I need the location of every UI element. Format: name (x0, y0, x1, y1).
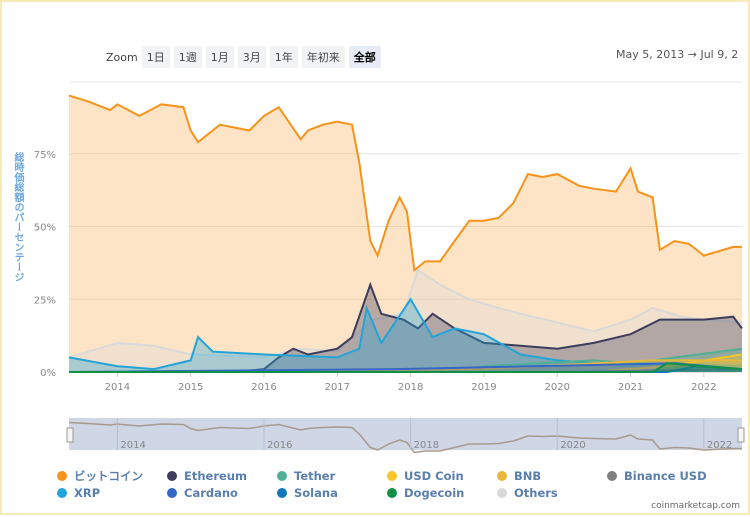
range-to[interactable]: Jul 9, 2 (700, 48, 739, 61)
legend-dot-icon (497, 488, 507, 498)
x-tick-label: 2015 (178, 382, 203, 393)
zoom-button[interactable]: 1週 (173, 46, 202, 68)
area-BNB (69, 360, 742, 372)
series-line-Ethereum[interactable] (69, 281, 743, 373)
series-line-Others[interactable] (68, 268, 743, 359)
zoom-label: Zoom (106, 50, 138, 64)
y-tick-label: 50% (34, 223, 56, 234)
range-from[interactable]: May 5, 2013 (616, 48, 685, 61)
legend-item[interactable]: Dogecoin (387, 486, 497, 500)
legend-dot-icon (277, 488, 287, 498)
legend-dot-icon (387, 471, 397, 481)
x-tick-label: 2017 (325, 382, 350, 393)
legend-dot-icon (387, 488, 397, 498)
navigator-tick-label: 2014 (120, 440, 145, 451)
legend-label: USD Coin (404, 469, 464, 483)
navigator-tick-label: 2018 (414, 440, 439, 451)
legend-label: Tether (294, 469, 336, 483)
legend-dot-icon (277, 471, 287, 481)
range-arrow: → (687, 48, 697, 61)
x-tick-label: 2014 (105, 382, 130, 393)
area-ビットコイン (69, 95, 742, 372)
zoom-bar: Zoom 1日 1週 1月 3月 1年 年初来 全部 (106, 46, 381, 68)
legend: ビットコイン Ethereum Tether USD Coin BNB Binance U… (57, 468, 727, 500)
legend-label: Solana (294, 486, 338, 500)
navigator-window[interactable] (69, 418, 742, 450)
navigator[interactable]: 2014 2016 2018 2020 2022 (66, 418, 745, 454)
x-tick-label: 2020 (545, 382, 570, 393)
legend-dot-icon (167, 471, 177, 481)
navigator-series (68, 421, 742, 454)
legend-label: XRP (74, 486, 101, 500)
y-tick-label: 0% (40, 368, 56, 379)
series-line-XRP[interactable] (68, 297, 743, 371)
date-range: May 5, 2013 → Jul 9, 2 (616, 48, 738, 61)
zoom-button[interactable]: 3月 (237, 46, 266, 68)
area-Ethereum (69, 284, 742, 372)
zoom-button[interactable]: 全部 (348, 46, 381, 68)
legend-item[interactable]: Solana (277, 486, 387, 500)
legend-dot-icon (497, 471, 507, 481)
navigator-tick-label: 2016 (267, 440, 292, 451)
legend-item[interactable]: Ethereum (167, 468, 277, 484)
area-Binance USD (69, 369, 742, 372)
legend-label: Others (514, 486, 558, 500)
zoom-button[interactable]: 1日 (141, 46, 170, 68)
legend-label: Cardano (184, 486, 238, 500)
y-tick-label: 25% (34, 295, 56, 306)
zoom-button[interactable]: 1年 (269, 46, 298, 68)
legend-item[interactable]: XRP (57, 486, 167, 500)
legend-item[interactable]: Cardano (167, 486, 277, 500)
legend-label: Binance USD (624, 469, 707, 483)
y-axis-label: 総時価総額のパーセンテージ (12, 152, 23, 282)
legend-item[interactable]: BNB (497, 468, 607, 484)
navigator-tick-label: 2020 (560, 440, 585, 451)
legend-label: Dogecoin (404, 486, 465, 500)
navigator-tick-label: 2022 (707, 440, 732, 451)
x-tick-label: 2019 (471, 382, 496, 393)
credit: coinmarketcap.com (651, 501, 740, 511)
legend-dot-icon (57, 471, 67, 481)
zoom-button[interactable]: 年初来 (301, 46, 345, 68)
legend-label: BNB (514, 469, 542, 483)
x-tick-label: 2016 (251, 382, 276, 393)
legend-item[interactable]: Binance USD (607, 468, 727, 484)
navigator-handle[interactable] (737, 427, 745, 443)
legend-dot-icon (167, 488, 177, 498)
x-tick-label: 2022 (691, 382, 716, 393)
zoom-button[interactable]: 1月 (205, 46, 234, 68)
legend-dot-icon (607, 471, 617, 481)
legend-label: ビットコイン (74, 469, 143, 483)
legend-item[interactable]: USD Coin (387, 468, 497, 484)
legend-dot-icon (57, 488, 67, 498)
y-tick-label: 75% (34, 150, 56, 161)
x-tick-label: 2021 (618, 382, 643, 393)
series-line-Dogecoin[interactable] (69, 362, 743, 373)
navigator-handle[interactable] (66, 427, 74, 443)
legend-label: Ethereum (184, 469, 247, 483)
legend-item[interactable]: ビットコイン (57, 468, 167, 484)
legend-item[interactable]: Tether (277, 468, 387, 484)
legend-item[interactable]: Others (497, 486, 607, 500)
series-line-ビットコイン[interactable] (68, 94, 742, 272)
x-tick-label: 2018 (398, 382, 423, 393)
